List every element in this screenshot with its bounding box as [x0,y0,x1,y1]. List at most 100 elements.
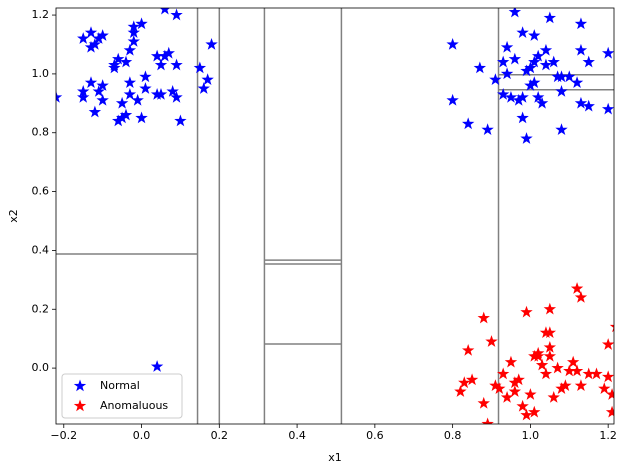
point [531,90,545,103]
point [84,26,98,38]
point [119,55,133,68]
point [123,43,137,56]
point [504,90,518,103]
point [605,388,614,400]
point [559,379,572,392]
point [516,90,529,103]
point [462,117,475,130]
point [520,305,533,318]
point [170,90,183,103]
x-tick-label: 0.6 [366,429,384,442]
x-tick-label: 0.2 [211,429,229,442]
point [528,76,541,88]
y-tick-label: 1.0 [32,67,50,80]
point [543,349,557,362]
x-axis-label: x1 [328,451,342,464]
point [493,382,506,394]
x-tick-label: 1.2 [599,429,617,442]
point [485,335,498,347]
point [524,79,537,91]
point [158,49,172,62]
point [88,37,102,50]
point [598,382,611,394]
point [543,326,557,339]
point [582,55,595,68]
point [201,73,214,86]
x-tick-label: 0.8 [444,429,462,442]
point [481,417,494,424]
point [516,399,529,412]
point [150,360,164,372]
point [555,382,568,394]
point [92,85,105,97]
point [462,343,475,356]
point [601,338,614,350]
point [96,93,109,106]
point [150,49,164,62]
point [56,90,63,103]
legend-box [61,373,183,419]
point [609,324,614,333]
point [524,61,537,74]
point [77,32,90,44]
point [555,123,568,136]
point [574,379,588,392]
point [520,408,533,421]
y-axis-label: x2 [7,209,20,223]
point [570,282,584,294]
point [508,376,522,389]
point [465,373,479,386]
point [516,111,529,124]
point [154,88,168,100]
point [127,26,140,38]
point [489,379,502,392]
point [508,52,522,65]
x-tick-label: 0.4 [288,429,306,442]
point [543,302,557,315]
point [555,70,568,83]
point [96,29,109,41]
point [574,96,588,109]
point [108,61,121,74]
legend-label: Anomaluous [100,399,168,412]
point [508,8,522,18]
point [454,385,467,397]
point [539,367,553,380]
point [481,123,494,136]
point [458,376,471,389]
point [497,367,510,380]
point [508,385,522,397]
point [123,76,137,88]
point [84,76,98,88]
point [601,102,614,115]
point [601,370,614,383]
point [139,82,152,94]
point [127,35,140,47]
point [477,396,490,409]
point [605,405,614,418]
point [154,58,168,71]
point [528,29,541,41]
y-tick-label: 0.0 [32,361,50,374]
point [127,20,140,33]
point [162,46,175,59]
legend-marker [73,379,87,392]
point [512,373,525,386]
point [547,55,560,68]
x-tick-label: −0.2 [50,429,77,442]
point [516,26,529,38]
point [539,43,553,56]
point [115,111,129,124]
point [524,388,537,400]
y-tick-label: 1.2 [32,8,50,21]
point [582,99,595,112]
point [112,52,125,65]
point [115,96,129,109]
point [123,88,137,100]
legend-label: Normal [100,379,140,392]
point [520,132,533,144]
point [135,17,148,30]
point [197,82,210,94]
point [205,37,218,50]
point [512,93,525,106]
